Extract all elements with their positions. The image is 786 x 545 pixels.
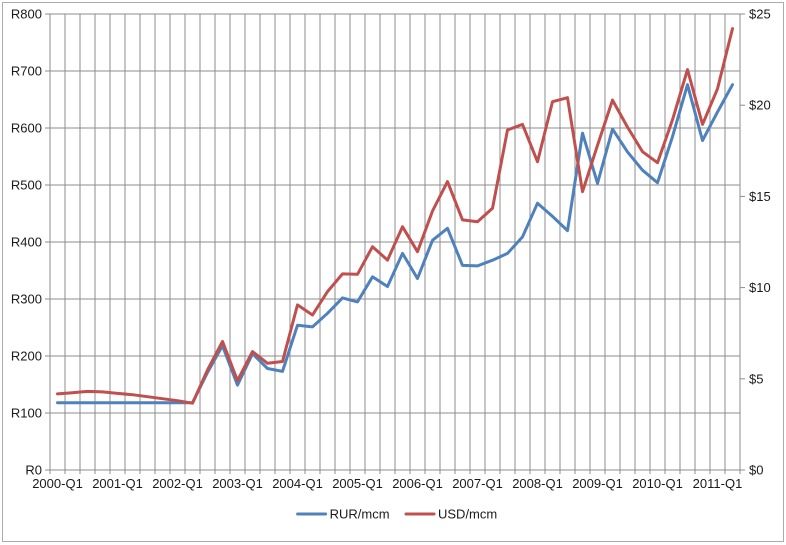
x-axis-tick-label: 2000-Q1 xyxy=(32,476,83,491)
x-axis-tick-label: 2002-Q1 xyxy=(152,476,203,491)
x-axis-tick-label: 2008-Q1 xyxy=(512,476,563,491)
right-axis-tick-label: $25 xyxy=(749,7,771,22)
left-axis-tick-label: R800 xyxy=(11,7,42,22)
x-axis-tick-label: 2009-Q1 xyxy=(572,476,623,491)
x-axis-tick-label: 2001-Q1 xyxy=(92,476,143,491)
legend-usd-mcm-label: USD/mcm xyxy=(438,507,497,522)
left-axis-tick-label: R200 xyxy=(11,349,42,364)
x-axis-tick-label: 2004-Q1 xyxy=(272,476,323,491)
right-axis-tick-label: $0 xyxy=(749,463,763,478)
right-axis-tick-label: $15 xyxy=(749,189,771,204)
right-axis-tick-label: $20 xyxy=(749,98,771,113)
left-axis-tick-label: R600 xyxy=(11,121,42,136)
x-axis-tick-label: 2003-Q1 xyxy=(212,476,263,491)
left-axis-tick-label: R100 xyxy=(11,406,42,421)
left-axis-tick-label: R0 xyxy=(25,463,42,478)
left-axis-tick-label: R700 xyxy=(11,64,42,79)
usd-series-line xyxy=(56,27,734,405)
x-axis-tick-label: 2011-Q1 xyxy=(693,476,743,491)
x-axis-tick-label: 2007-Q1 xyxy=(452,476,503,491)
left-axis-tick-label: R500 xyxy=(11,178,42,193)
right-axis-tick-label: $5 xyxy=(749,371,763,386)
right-axis-tick-label: $10 xyxy=(749,280,771,295)
x-axis-tick-label: 2010-Q1 xyxy=(632,476,683,491)
x-axis-tick-label: 2006-Q1 xyxy=(392,476,443,491)
left-axis-tick-label: R300 xyxy=(11,292,42,307)
legend-rur-mcm-label: RUR/mcm xyxy=(330,507,390,522)
left-axis-tick-label: R400 xyxy=(11,235,42,250)
rur-series-line xyxy=(56,83,734,405)
x-axis-tick-label: 2005-Q1 xyxy=(332,476,383,491)
